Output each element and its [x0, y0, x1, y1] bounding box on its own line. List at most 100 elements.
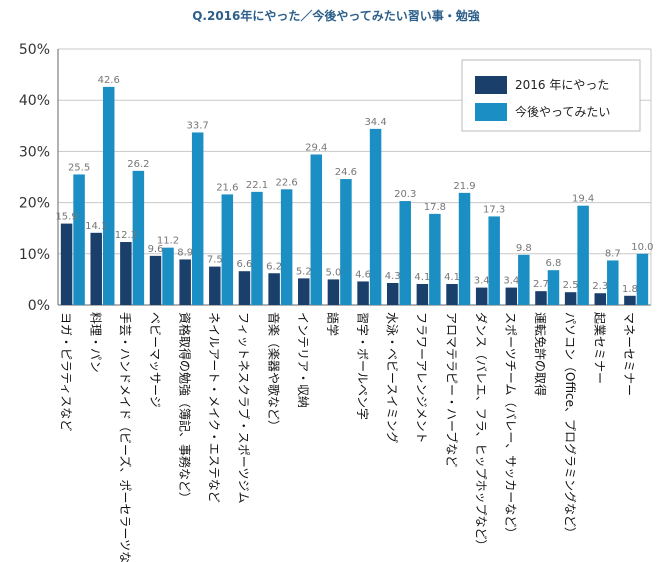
bar-want-to-try — [547, 270, 560, 305]
category-label: アロマテラピー・ハーブなど — [444, 312, 459, 467]
data-label: 10.0 — [631, 242, 653, 253]
bar-did-2016 — [90, 232, 102, 305]
category-label: 料理・パン — [88, 312, 102, 373]
category-label: 習字・ボールペン字 — [355, 312, 370, 420]
data-label: 4.6 — [355, 269, 371, 280]
category-label: ヨガ・ピラティスなど — [59, 312, 73, 431]
data-label: 22.1 — [246, 180, 268, 191]
bar-did-2016 — [149, 255, 162, 305]
data-label: 11.2 — [157, 236, 179, 247]
bar-want-to-try — [488, 216, 500, 305]
bar-did-2016 — [416, 284, 429, 305]
bar-want-to-try — [636, 253, 649, 305]
bar-did-2016 — [268, 273, 280, 305]
bar-want-to-try — [191, 132, 204, 305]
data-label: 2.7 — [533, 279, 549, 290]
data-label: 15.9 — [55, 212, 77, 223]
data-label: 42.6 — [98, 75, 120, 86]
category-label: 運転免許の取得 — [533, 312, 548, 396]
bar-did-2016 — [327, 279, 340, 305]
bar-want-to-try — [607, 260, 619, 305]
data-label: 21.6 — [216, 182, 238, 193]
data-labels: 15.9 25.5 14.1 42.6 12.3 26.2 9.611.28.9 33.7 7.… — [55, 75, 653, 295]
category-label: フラワーアレンジメント — [415, 312, 429, 444]
bar-want-to-try — [132, 170, 145, 305]
category-label: ダンス（バレエ、フラ、ヒップホップなど） — [474, 312, 489, 552]
bar-did-2016 — [357, 281, 369, 305]
bar-want-to-try — [280, 189, 293, 305]
bar-did-2016 — [120, 242, 132, 305]
bar-did-2016 — [386, 282, 399, 305]
bar-did-2016 — [624, 295, 636, 305]
bar-did-2016 — [238, 271, 251, 305]
data-label: 19.4 — [572, 194, 594, 205]
data-label: 34.4 — [364, 117, 386, 128]
bar-did-2016 — [475, 287, 488, 305]
category-label: パソコン（Office、プログラミングなど） — [563, 312, 577, 539]
bar-want-to-try — [102, 86, 115, 305]
category-label: ネイルアート・メイク・エステなど — [207, 312, 221, 503]
data-label: 8.9 — [177, 247, 193, 258]
category-label: 語学 — [326, 312, 341, 336]
bar-want-to-try — [577, 205, 589, 305]
category-label: 音楽（楽器や歌など） — [266, 312, 281, 432]
bar-want-to-try — [399, 201, 411, 305]
bar-did-2016 — [505, 287, 518, 305]
bar-want-to-try — [429, 213, 441, 305]
bar-want-to-try — [73, 174, 85, 305]
data-label: 3.4 — [503, 276, 519, 287]
category-label: スポーツチーム（バレー、サッカーなど） — [504, 312, 518, 539]
data-label: 20.3 — [394, 189, 416, 200]
data-label: 2.3 — [592, 281, 608, 292]
data-label: 25.5 — [68, 162, 90, 173]
data-label: 5.2 — [296, 266, 312, 277]
category-label: 手芸・ハンドメイド（ビーズ、ポーセラーツなど） — [118, 312, 133, 562]
data-label: 7.5 — [207, 255, 223, 266]
data-label: 4.1 — [414, 272, 430, 283]
bar-want-to-try — [369, 128, 382, 305]
y-tick-label: 50% — [19, 42, 50, 58]
category-label: フィットネスクラブ・スポーツジム — [237, 312, 252, 504]
category-label: マネーセミナー — [622, 312, 636, 396]
bar-did-2016 — [298, 278, 310, 305]
data-label: 33.7 — [187, 120, 209, 131]
bar-want-to-try — [458, 192, 471, 305]
data-label: 4.3 — [385, 271, 401, 282]
bar-did-2016 — [179, 259, 191, 305]
data-label: 12.3 — [115, 230, 137, 241]
data-label: 5.0 — [325, 267, 341, 278]
legend-swatch — [475, 76, 507, 94]
bar-did-2016 — [594, 293, 607, 305]
category-label: 起業セミナー — [593, 312, 607, 384]
data-label: 1.8 — [622, 284, 638, 295]
data-label: 24.6 — [335, 167, 357, 178]
data-label: 21.9 — [453, 181, 475, 192]
data-label: 8.7 — [605, 248, 621, 259]
data-label: 9.8 — [516, 243, 532, 254]
bar-want-to-try — [518, 254, 530, 305]
bar-want-to-try — [340, 179, 352, 305]
legend-swatch — [475, 103, 507, 121]
y-tick-label: 0% — [28, 298, 50, 314]
bar-want-to-try — [162, 247, 174, 305]
data-label: 26.2 — [127, 159, 149, 170]
legend-label: 2016 年にやった — [515, 78, 609, 92]
bar-want-to-try — [251, 191, 263, 305]
data-label: 6.8 — [546, 258, 562, 269]
bars — [60, 86, 649, 305]
data-label: 17.3 — [483, 204, 505, 215]
bar-did-2016 — [564, 292, 577, 305]
data-label: 29.4 — [305, 142, 327, 153]
legend-label: 今後やってみたい — [515, 104, 610, 119]
data-label: 6.6 — [237, 259, 253, 270]
bar-want-to-try — [310, 154, 323, 305]
bar-want-to-try — [221, 194, 234, 305]
data-label: 4.1 — [444, 272, 460, 283]
y-tick-label: 10% — [19, 247, 50, 263]
category-label: インテリア・収納 — [296, 312, 310, 408]
category-label: ベビーマッサージ — [148, 312, 162, 408]
chart-title: Q.2016年にやった／今後やってみたい習い事・勉強 — [192, 9, 480, 23]
data-label: 3.4 — [474, 276, 490, 287]
